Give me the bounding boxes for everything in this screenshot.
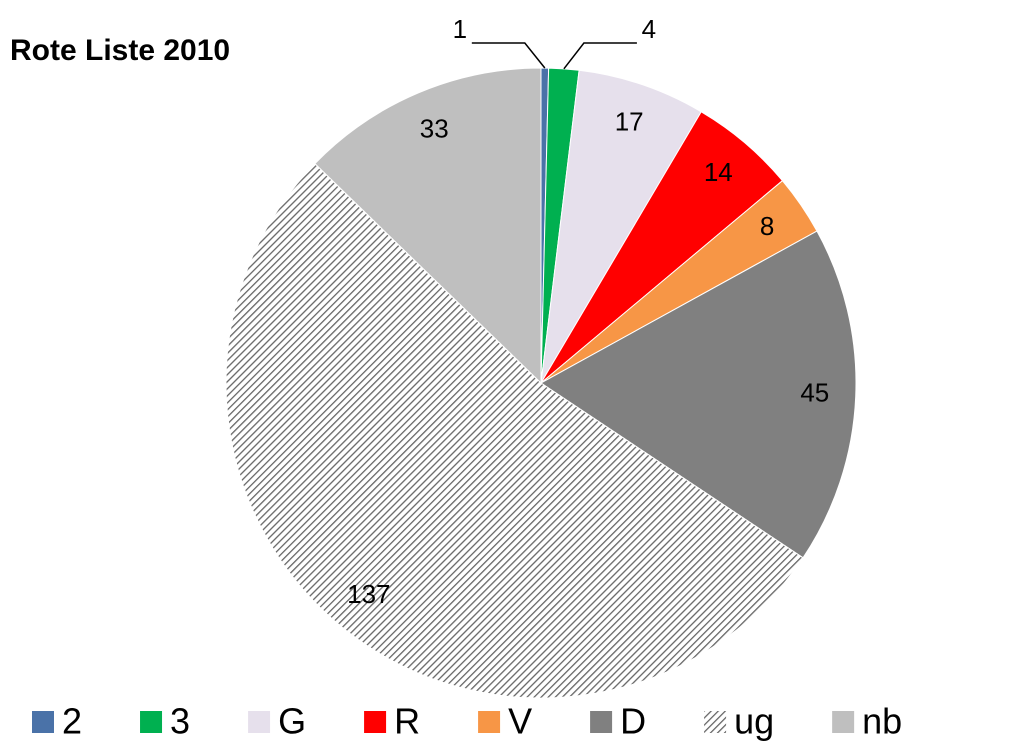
legend-swatch	[704, 711, 727, 733]
data-label: 17	[615, 106, 644, 136]
legend-label: nb	[862, 701, 902, 742]
legend-label: 3	[170, 701, 190, 742]
pie-slice	[540, 230, 857, 559]
pie-slice	[225, 162, 804, 699]
legend-label: ug	[734, 701, 774, 742]
legend-swatch	[248, 711, 271, 733]
legend-label: 2	[62, 701, 82, 742]
chart-title: Rote Liste 2010	[10, 34, 230, 67]
legend-label: D	[620, 701, 646, 742]
legend-swatch	[832, 711, 855, 733]
data-label: 4	[642, 14, 656, 44]
pie-slice	[314, 67, 542, 385]
pie-slice	[540, 69, 702, 384]
data-label: 45	[800, 378, 829, 408]
data-label: 137	[347, 579, 390, 609]
data-label: 33	[420, 113, 449, 143]
legend-label: R	[394, 701, 420, 742]
legend-label: V	[508, 701, 532, 742]
data-label: 14	[704, 157, 733, 187]
data-label: 8	[760, 211, 774, 241]
legend-swatch	[32, 711, 54, 733]
data-label: 1	[453, 14, 467, 44]
legend-label: G	[278, 701, 306, 742]
legend-swatch	[590, 711, 613, 733]
legend-swatch	[478, 711, 501, 733]
legend-swatch	[140, 711, 163, 733]
leader-line	[471, 42, 546, 69]
legend-swatch	[364, 711, 387, 733]
leader-line	[563, 42, 637, 70]
